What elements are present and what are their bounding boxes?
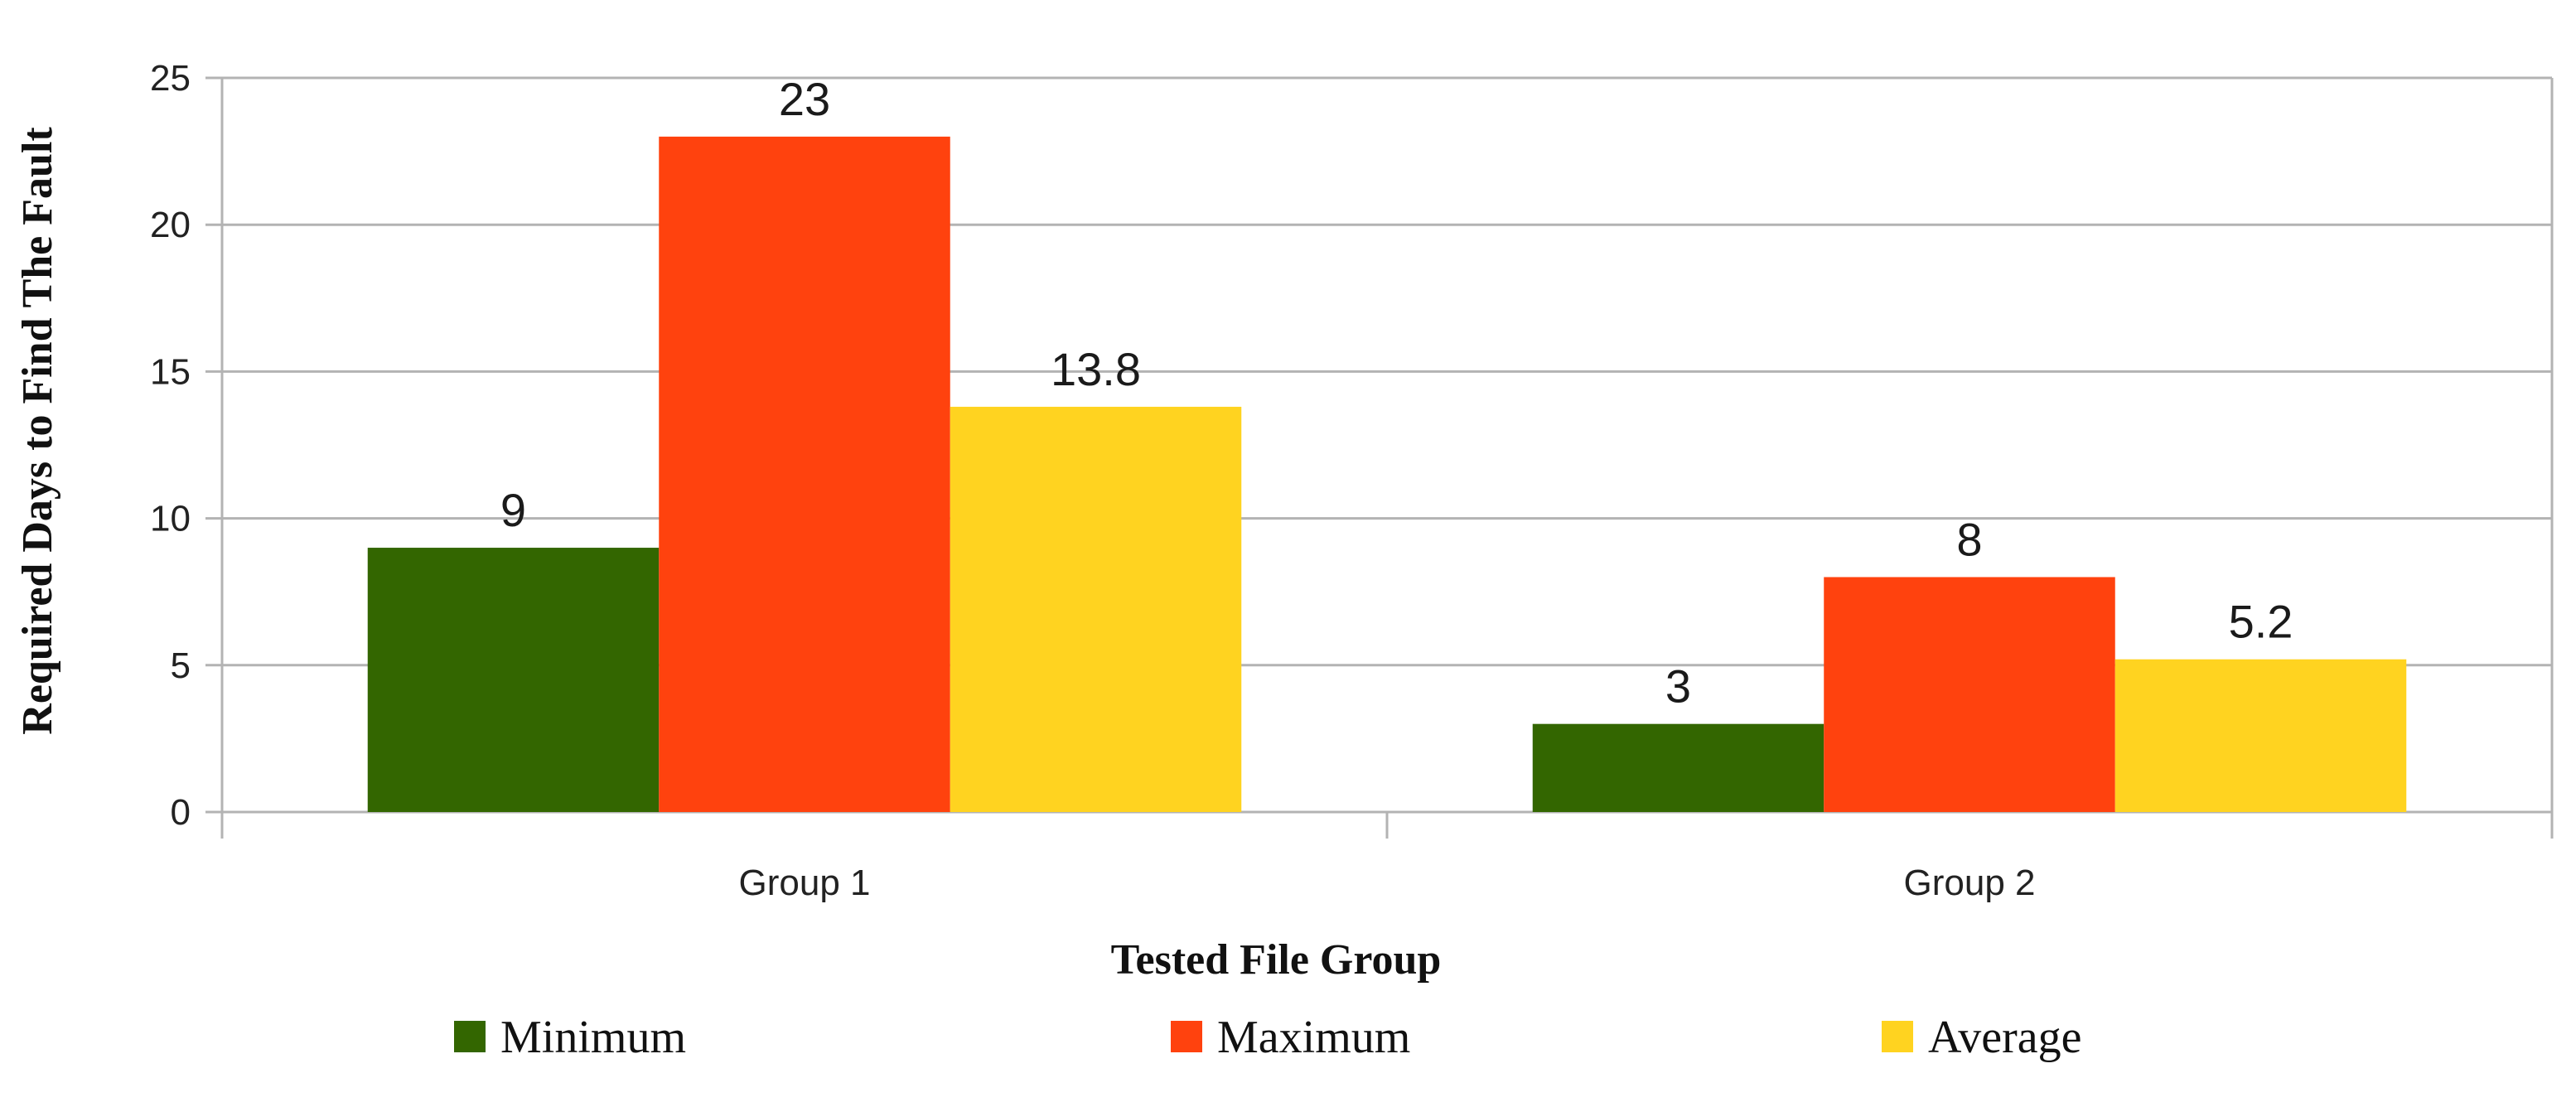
y-tick-label: 20 [150, 205, 191, 245]
y-tick-label: 15 [150, 351, 191, 392]
x-tick-label: Group 1 [739, 863, 871, 903]
legend-label-average: Average [1928, 1012, 2082, 1063]
x-axis-title: Tested File Group [1111, 936, 1442, 984]
data-label: 9 [500, 484, 526, 536]
data-labels: 9 23 13.8 3 8 5.2 [500, 73, 2293, 713]
y-tick-label: 10 [150, 499, 191, 539]
bar-maximum-1 [659, 136, 950, 812]
bar-average-1 [950, 406, 1242, 812]
data-label: 23 [779, 73, 830, 125]
legend-swatch-minimum [454, 1021, 486, 1052]
y-tick-label: 0 [171, 792, 191, 833]
bar-average-2 [2114, 659, 2407, 812]
y-axis-title: Required Days to Find The Fault [14, 127, 61, 735]
bar-maximum-2 [1824, 577, 2115, 812]
legend-swatch-maximum [1171, 1021, 1202, 1052]
y-tick-label: 5 [171, 645, 191, 686]
bars [367, 136, 2407, 812]
legend-label-minimum: Minimum [500, 1012, 686, 1063]
data-label: 8 [1956, 513, 1982, 565]
legend: Minimum Maximum Average [454, 1012, 2082, 1063]
x-tick-label: Group 2 [1904, 863, 2036, 903]
legend-swatch-average [1882, 1021, 1913, 1052]
data-label: 13.8 [1051, 343, 1141, 395]
axes: 0 5 10 15 20 25 Group 1 Group 2 [150, 58, 2554, 903]
bar-minimum-1 [367, 548, 660, 812]
data-label: 5.2 [2229, 596, 2293, 648]
data-label: 3 [1665, 660, 1691, 713]
y-tick-label: 25 [150, 58, 191, 99]
legend-label-maximum: Maximum [1217, 1012, 1410, 1063]
bar-minimum-2 [1532, 723, 1824, 812]
